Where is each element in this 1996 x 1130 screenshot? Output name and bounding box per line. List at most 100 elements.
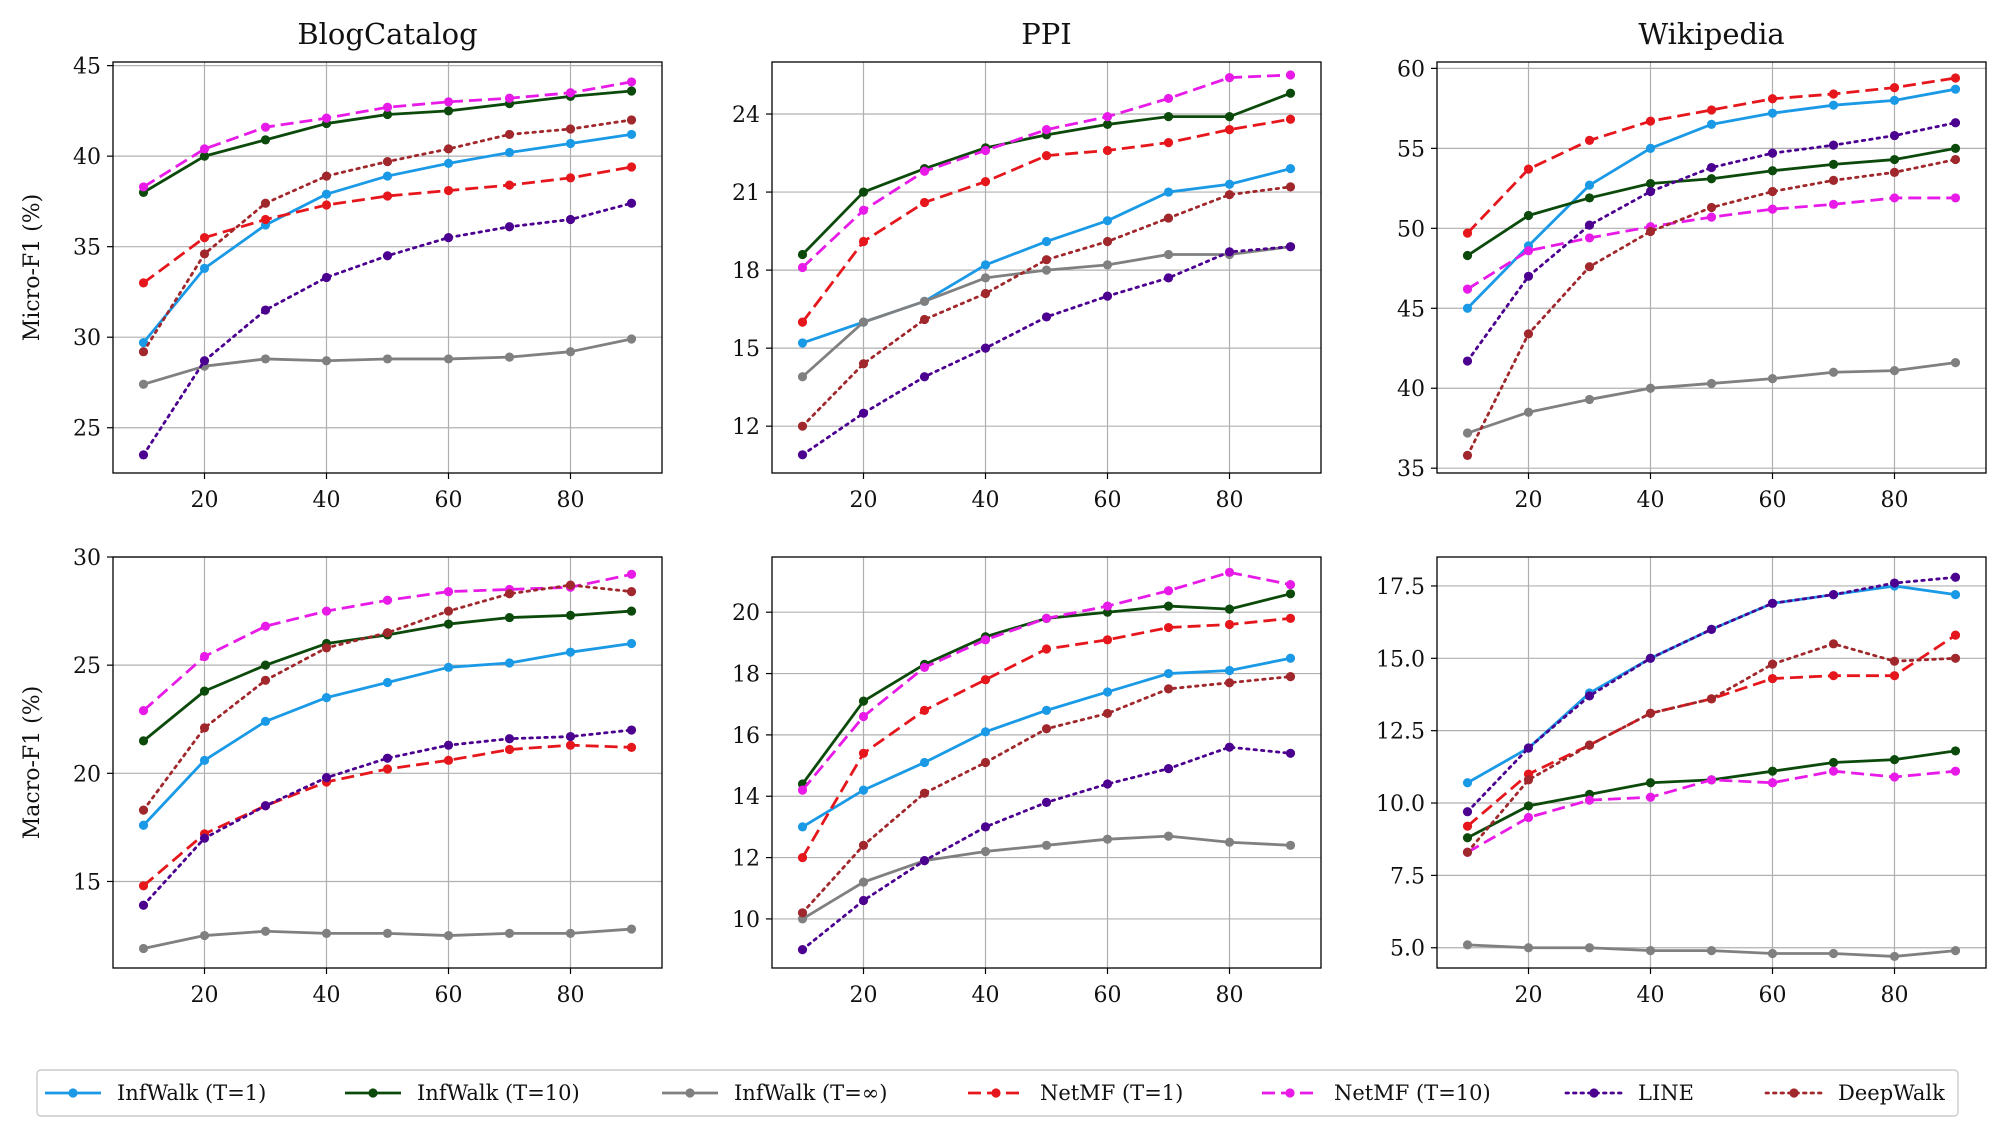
data-point xyxy=(1950,766,1961,776)
data-point xyxy=(1102,236,1113,247)
data-point xyxy=(1163,213,1174,223)
data-point xyxy=(1523,743,1534,753)
data-point xyxy=(1224,742,1235,752)
data-point xyxy=(797,317,808,327)
series-line xyxy=(801,91,1292,256)
data-point xyxy=(138,705,149,716)
data-point xyxy=(321,693,332,703)
subplot-6: 20 40 60 80 5.0 7.5 10.0 12.5 15.0 17.5 xyxy=(1376,556,1987,1008)
x-tick-label: 60 xyxy=(1759,488,1787,513)
data-point xyxy=(443,233,454,243)
data-point xyxy=(980,273,991,283)
data-point xyxy=(1767,766,1778,776)
data-point xyxy=(1285,672,1296,682)
data-point xyxy=(260,621,271,631)
data-point xyxy=(1645,708,1656,718)
data-point xyxy=(1828,159,1839,169)
data-point xyxy=(1523,329,1534,339)
legend-label: LINE xyxy=(1638,1081,1694,1105)
data-point xyxy=(980,288,991,299)
series-deepwalk xyxy=(797,672,1296,918)
data-point xyxy=(1462,303,1473,313)
data-point xyxy=(1462,821,1473,831)
data-point xyxy=(1889,82,1900,93)
data-point xyxy=(1041,236,1052,247)
data-point xyxy=(1767,148,1778,158)
y-tick-label: 15 xyxy=(73,870,101,895)
series-line xyxy=(1462,572,1961,817)
data-point xyxy=(1285,182,1296,192)
data-point xyxy=(797,338,808,348)
axes-frame xyxy=(112,61,663,474)
data-point xyxy=(1285,88,1296,98)
data-point xyxy=(1041,840,1052,850)
series-netmf-t-1 xyxy=(1462,73,1961,238)
data-point xyxy=(626,77,637,87)
data-point xyxy=(199,233,210,243)
series-line xyxy=(797,242,1296,460)
data-point xyxy=(1041,644,1052,654)
series-netmf-t-10 xyxy=(797,70,1296,273)
data-point xyxy=(1163,586,1174,596)
data-point xyxy=(1584,691,1595,701)
data-point xyxy=(504,180,515,190)
data-point xyxy=(1224,179,1235,189)
data-point xyxy=(1102,635,1113,645)
data-point xyxy=(565,124,576,134)
data-point xyxy=(1706,174,1717,184)
y-tick-label: 21 xyxy=(732,181,760,206)
data-point xyxy=(980,727,991,737)
series-line xyxy=(1467,361,1956,435)
series-line xyxy=(1466,633,1957,828)
series-line xyxy=(138,725,637,910)
data-point xyxy=(443,144,454,154)
data-point xyxy=(1523,407,1534,417)
data-point xyxy=(382,251,393,261)
y-tick-label: 12 xyxy=(732,847,760,872)
series-infwalk-t-inf xyxy=(138,924,637,954)
data-point xyxy=(1102,834,1113,844)
series-line xyxy=(142,201,633,457)
data-point xyxy=(1584,740,1595,750)
data-point xyxy=(858,205,869,215)
data-point xyxy=(919,314,930,325)
data-point xyxy=(138,379,149,389)
data-point xyxy=(1102,216,1113,226)
data-point xyxy=(565,740,576,750)
data-point xyxy=(1584,180,1595,190)
data-point xyxy=(199,686,210,696)
series-line xyxy=(801,570,1291,791)
data-point xyxy=(1767,166,1778,176)
data-point xyxy=(1523,812,1534,823)
data-point xyxy=(199,651,210,662)
x-tick-label: 80 xyxy=(1881,983,1909,1008)
data-point xyxy=(1462,228,1473,238)
data-point xyxy=(626,129,637,140)
data-point xyxy=(1584,394,1595,405)
data-point xyxy=(382,109,393,120)
data-point xyxy=(626,162,637,172)
series-infwalk-t-10 xyxy=(797,88,1296,260)
data-point xyxy=(797,944,808,955)
data-point xyxy=(1828,100,1839,110)
series-infwalk-t-10 xyxy=(138,606,637,746)
data-point xyxy=(797,249,808,260)
axes-frame xyxy=(1436,61,1987,474)
data-point xyxy=(1645,653,1656,663)
data-point xyxy=(1041,151,1052,161)
y-tick-label: 12.5 xyxy=(1376,720,1425,745)
data-point xyxy=(1224,112,1235,122)
data-point xyxy=(1950,630,1961,640)
data-point xyxy=(980,822,991,832)
data-point xyxy=(1163,138,1174,148)
data-point xyxy=(321,928,332,938)
y-tick-label: 24 xyxy=(732,103,760,128)
data-point xyxy=(138,900,149,910)
data-point xyxy=(1462,778,1473,788)
data-point xyxy=(1645,792,1656,802)
data-point xyxy=(1224,604,1235,614)
data-point xyxy=(858,895,869,906)
subplot-4: 20 40 60 80 15 20 25 30 Macro-F1 (%) xyxy=(20,546,663,1008)
data-point xyxy=(443,158,454,168)
data-point xyxy=(504,928,515,938)
